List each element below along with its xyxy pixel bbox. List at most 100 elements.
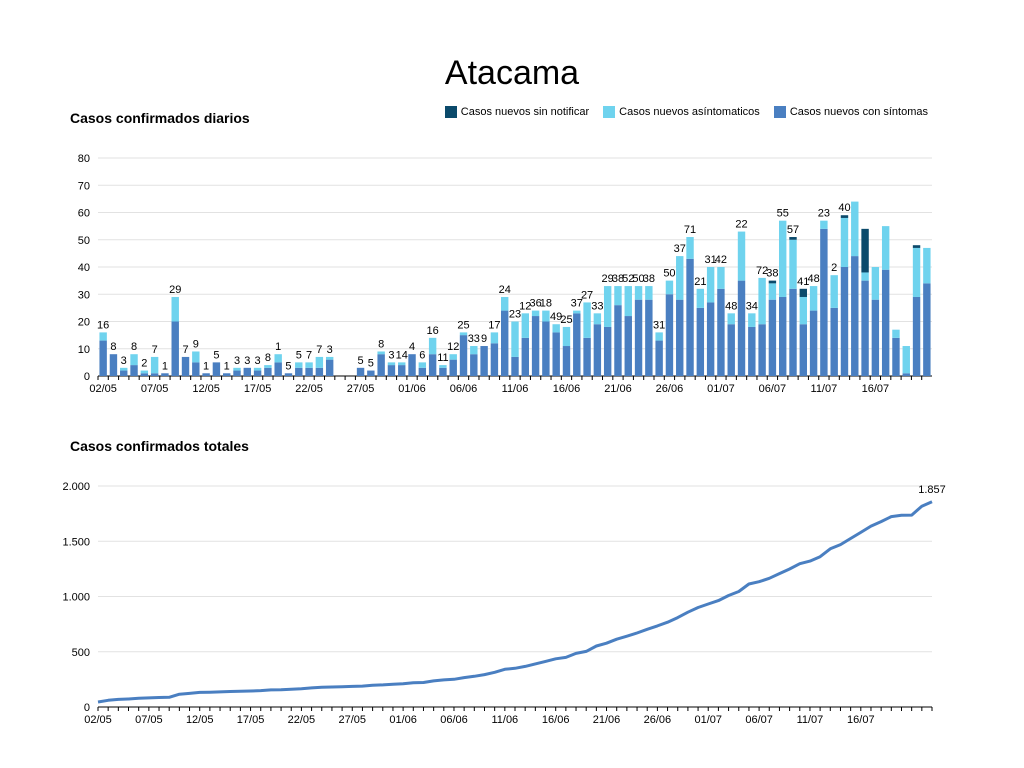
bar-segment — [542, 321, 550, 376]
bar-segment — [634, 286, 643, 300]
bar-total-label: 5 — [357, 355, 363, 367]
bar-segment — [881, 226, 890, 270]
bar-total-label: 23 — [818, 208, 830, 220]
bar-segment — [531, 316, 540, 376]
bar-segment — [408, 354, 416, 376]
bar-segment — [809, 310, 818, 376]
bar-segment — [470, 354, 478, 376]
bar-total-label: 33 — [468, 333, 480, 345]
bar-total-label: 3 — [327, 344, 333, 356]
bar-segment — [387, 362, 396, 366]
bar-segment — [737, 231, 746, 281]
bar-total-label: 3 — [121, 355, 127, 367]
bar-total-label: 16 — [97, 319, 109, 331]
bar-segment — [768, 299, 777, 376]
y-tick-label: 10 — [78, 344, 90, 356]
x-tick-label: 12/05 — [192, 383, 220, 395]
bar-total-label: 27 — [581, 289, 593, 301]
bar-total-label: 5 — [213, 349, 219, 361]
legend-swatch-con-sintomas — [773, 106, 786, 118]
bar-segment — [871, 299, 880, 376]
bar-segment — [222, 373, 231, 376]
bar-segment — [665, 294, 674, 376]
bar-segment — [830, 307, 838, 376]
x-tick-label: 16/06 — [542, 714, 570, 726]
bar-segment — [99, 340, 107, 376]
bar-total-label: 12 — [447, 341, 459, 353]
bar-total-label: 1 — [203, 360, 209, 372]
bar-segment — [356, 367, 365, 376]
bar-segment — [295, 362, 303, 368]
bar-segment — [439, 365, 447, 368]
bar-segment — [861, 280, 869, 376]
bar-segment — [253, 370, 262, 376]
bar-segment — [593, 313, 602, 325]
bar-segment — [109, 354, 118, 376]
x-tick-label: 27/05 — [339, 714, 367, 726]
bar-total-label: 72 — [756, 265, 768, 277]
daily-chart-legend: Casos nuevos sin notificar Casos nuevos … — [444, 106, 928, 118]
bar-total-label: 9 — [193, 338, 199, 350]
bar-segment — [840, 267, 849, 376]
bar-total-label: 38 — [612, 273, 624, 285]
bar-total-label: 55 — [777, 208, 789, 220]
bar-total-label: 23 — [509, 309, 521, 321]
legend-item-sin-notificar: Casos nuevos sin notificar — [444, 106, 590, 118]
x-tick-label: 01/07 — [707, 383, 735, 395]
bar-segment — [614, 286, 622, 306]
y-tick-label: 20 — [78, 317, 90, 329]
bar-total-label: 57 — [787, 224, 799, 236]
bar-segment — [490, 343, 499, 376]
bar-segment — [552, 332, 560, 376]
bar-segment — [500, 310, 509, 376]
legend-label-sin-notificar: Casos nuevos sin notificar — [460, 106, 590, 118]
bar-segment — [912, 245, 921, 248]
bar-segment — [696, 307, 705, 376]
bar-total-label: 48 — [807, 273, 819, 285]
bar-segment — [315, 367, 324, 376]
bar-total-label: 12 — [519, 300, 531, 312]
bar-total-label: 7 — [316, 344, 322, 356]
bar-total-label: 11 — [437, 352, 448, 364]
bar-segment — [573, 310, 581, 314]
x-tick-label: 01/07 — [694, 714, 722, 726]
bar-segment — [428, 337, 437, 355]
bar-total-label: 36 — [529, 298, 541, 310]
bar-total-label: 25 — [457, 319, 469, 331]
x-tick-label: 06/06 — [450, 383, 478, 395]
bar-segment — [789, 237, 797, 240]
bar-segment — [717, 288, 725, 376]
bar-total-label: 37 — [571, 298, 583, 310]
bar-segment — [634, 299, 643, 376]
bar-segment — [552, 324, 560, 333]
bar-total-label: 29 — [169, 284, 181, 296]
bar-segment — [325, 359, 334, 376]
bar-segment — [912, 296, 921, 376]
bar-segment — [624, 286, 632, 317]
y-tick-label: 30 — [78, 289, 90, 301]
bar-total-label: 8 — [110, 341, 116, 353]
bar-segment — [645, 286, 653, 300]
bar-segment — [727, 324, 735, 376]
bar-segment — [449, 354, 457, 360]
bar-total-label: 38 — [766, 268, 778, 280]
bar-segment — [521, 337, 530, 376]
bar-total-label: 16 — [427, 325, 439, 337]
x-tick-label: 02/05 — [89, 383, 117, 395]
bar-segment — [264, 367, 272, 376]
x-tick-label: 17/05 — [237, 714, 265, 726]
bar-segment — [748, 313, 756, 327]
bar-segment — [398, 362, 406, 366]
last-value-label: 1.857 — [918, 484, 946, 496]
bar-segment — [758, 277, 766, 325]
y-tick-label: 0 — [84, 702, 90, 714]
bar-segment — [305, 367, 313, 376]
x-tick-label: 27/05 — [347, 383, 375, 395]
bar-segment — [428, 354, 437, 376]
x-tick-label: 26/06 — [644, 714, 672, 726]
legend-item-asintomaticos: Casos nuevos asíntomaticos — [603, 106, 760, 118]
y-tick-label: 1.500 — [62, 536, 90, 548]
y-tick-label: 40 — [78, 262, 90, 274]
bar-segment — [531, 310, 540, 317]
